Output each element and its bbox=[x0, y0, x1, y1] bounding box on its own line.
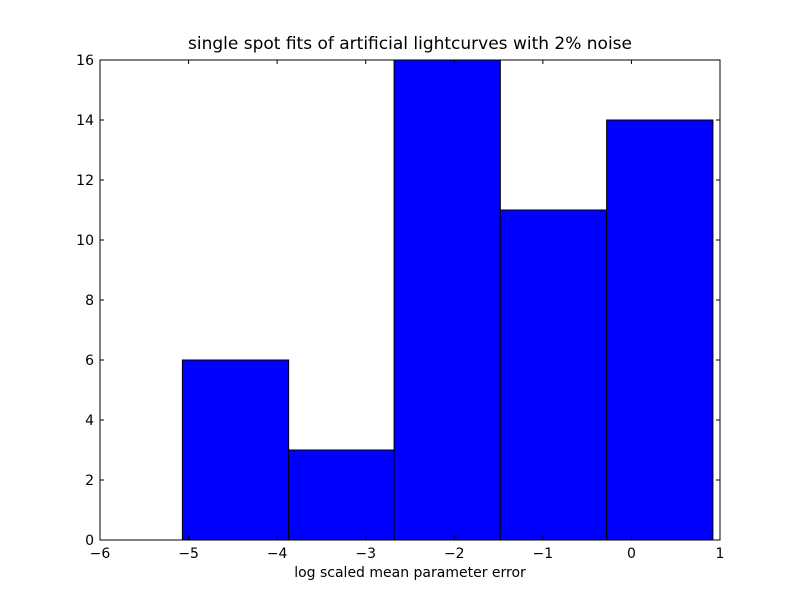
histogram-bar-1 bbox=[288, 449, 395, 541]
histogram-bar-3 bbox=[499, 209, 608, 541]
histogram-bar-4 bbox=[606, 119, 714, 541]
bars-group bbox=[181, 59, 714, 541]
histogram-bar-2 bbox=[393, 59, 501, 541]
x-tick-label-5: −1 bbox=[533, 546, 554, 562]
y-tick-label-6: 12 bbox=[76, 173, 94, 189]
y-tick-label-5: 10 bbox=[76, 233, 94, 249]
plot-frame bbox=[99, 59, 721, 541]
y-tick-label-7: 14 bbox=[76, 113, 94, 129]
x-axis-label: log scaled mean parameter error bbox=[294, 565, 526, 581]
y-tick-label-3: 6 bbox=[85, 353, 94, 369]
x-tick-label-4: −2 bbox=[444, 546, 465, 562]
y-tick-label-1: 2 bbox=[85, 473, 94, 489]
chart-title: single spot fits of artificial lightcurv… bbox=[188, 34, 632, 54]
histogram-bar-0 bbox=[181, 359, 290, 541]
y-tick-label-4: 8 bbox=[85, 293, 94, 309]
x-tick-label-2: −4 bbox=[267, 546, 288, 562]
x-tick-label-1: −5 bbox=[178, 546, 199, 562]
y-tick-label-0: 0 bbox=[85, 533, 94, 549]
x-tick-label-6: 0 bbox=[627, 546, 636, 562]
y-tick-label-2: 4 bbox=[85, 413, 94, 429]
y-tick-label-8: 16 bbox=[76, 53, 94, 69]
x-tick-label-7: 1 bbox=[716, 546, 725, 562]
x-tick-label-3: −3 bbox=[355, 546, 376, 562]
x-tick-label-0: −6 bbox=[90, 546, 111, 562]
